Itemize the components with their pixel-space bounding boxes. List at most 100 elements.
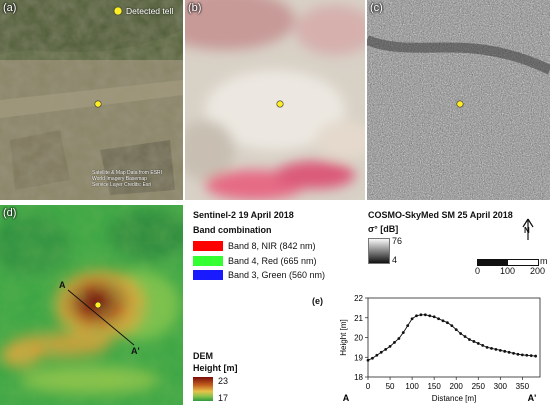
sentinel-image-b (185, 0, 365, 200)
sar-colorbar (368, 238, 390, 264)
x-tick-label: 250 (472, 382, 486, 391)
profile-point (525, 353, 529, 357)
profile-point (397, 337, 401, 340)
profile-point (512, 351, 515, 355)
dem-subtitle: Height [m] (193, 363, 238, 373)
profile-point (490, 346, 493, 350)
profile-point (534, 354, 537, 358)
scale-bar (477, 259, 539, 266)
dem-colorbar (193, 377, 213, 401)
elevation-profile-chart: 0 50 100 150 200 250 300 350 18 19 20 21 22 Distance … (339, 294, 541, 403)
profile-point (485, 345, 489, 349)
y-tick-label: 18 (354, 373, 363, 382)
panel-d-dem: (d) A A' (0, 205, 183, 405)
profile-point (468, 338, 471, 341)
x-tick-label: 100 (405, 382, 419, 391)
scale-tick-0: 0 (475, 266, 481, 276)
profile-point (423, 313, 427, 317)
profile-point (401, 331, 405, 334)
band3-swatch (193, 270, 223, 280)
profile-point (419, 313, 423, 317)
profile-point (441, 319, 445, 323)
tell-legend-label: Detected tell (126, 6, 174, 16)
profile-line (67, 289, 135, 346)
profile-point (379, 350, 383, 354)
sar-scale-max: 76 (392, 236, 403, 246)
y-tick-label: 22 (354, 294, 363, 303)
profile-point (384, 347, 388, 351)
profile-series-line (367, 314, 536, 361)
panel-e-label: (e) (312, 296, 323, 306)
x-tick-label: 50 (386, 382, 395, 391)
satellite-image-a (0, 0, 183, 200)
credit-line: Satellite & Map Data from ESRI (92, 170, 163, 176)
profile-point (454, 328, 458, 331)
panel-a-satellite: (a) Detected tell Satellite & Map Data f… (0, 0, 183, 200)
north-arrow-icon (522, 218, 534, 240)
band8-swatch (193, 241, 223, 251)
sar-scale-min: 4 (392, 255, 398, 265)
panel-b-label: (b) (188, 2, 202, 14)
profile-start-label: A (59, 280, 66, 290)
profile-point (371, 356, 374, 360)
profile-point (481, 344, 485, 347)
panel-b-sentinel: (b) (185, 0, 365, 200)
profile-point (406, 324, 410, 328)
panel-a-label: (a) (3, 2, 17, 14)
dem-scale-min: 17 (218, 393, 229, 403)
x-tick-label: 200 (450, 382, 464, 391)
panel-d-label: (d) (3, 207, 17, 219)
credit-line: World Imagery Basemap (92, 176, 147, 182)
sentinel-title: Sentinel-2 19 April 2018 (193, 210, 294, 220)
band-combination-title: Band combination (193, 225, 272, 235)
credit-line: Service Layer Credits: Esri (92, 182, 152, 188)
scale-tick-100: 100 (500, 266, 516, 276)
profile-point (428, 314, 432, 318)
band4-swatch (193, 256, 223, 266)
profile-point (388, 344, 392, 348)
profile-point (432, 315, 436, 319)
x-tick-label: 0 (366, 382, 371, 391)
basemap-credits: Satellite & Map Data from ESRI World Ima… (92, 170, 162, 188)
dem-image-d (0, 205, 183, 405)
profile-point (529, 354, 533, 358)
profile-point (494, 347, 498, 351)
y-axis-label: Height [m] (339, 319, 348, 355)
cosmo-title: COSMO-SkyMed SM 25 April 2018 (368, 210, 513, 220)
panel-c-label: (c) (370, 2, 383, 14)
y-tick-label: 19 (354, 353, 363, 362)
profile-point (437, 317, 440, 321)
sar-image-c (367, 0, 550, 200)
band3-label: Band 3, Green (560 nm) (228, 270, 326, 280)
north-label: N (524, 226, 530, 235)
scale-tick-200: 200 (530, 266, 546, 276)
profile-point (520, 353, 524, 357)
profile-point (410, 317, 414, 321)
x-axis-label: Distance [m] (432, 394, 476, 403)
sigma-label: σ° [dB] (368, 224, 399, 234)
x-tick-label: 150 (427, 382, 441, 391)
plot-frame (367, 297, 541, 378)
dem-title: DEM (193, 351, 213, 361)
profile-point (393, 341, 396, 344)
profile-point (507, 350, 511, 354)
y-tick-label: 21 (354, 314, 363, 323)
profile-point (450, 324, 454, 328)
profile-point (498, 348, 502, 352)
profile-point (472, 340, 476, 343)
band8-label: Band 8, NIR (842 nm) (228, 241, 316, 251)
x-tick-label: 350 (516, 382, 530, 391)
profile-point (415, 314, 418, 318)
tell-marker-legend-icon (113, 6, 123, 16)
profile-end-label: A' (131, 346, 140, 356)
profile-end-marker: A' (528, 393, 537, 403)
panel-c-sar: (c) (367, 0, 550, 200)
y-tick-label: 20 (354, 334, 363, 343)
scale-unit: m (540, 256, 548, 266)
band4-label: Band 4, Red (665 nm) (228, 256, 317, 266)
profile-point (463, 335, 467, 338)
profile-point (375, 353, 379, 357)
profile-point (445, 321, 449, 325)
profile-point (366, 358, 370, 362)
profile-point (503, 349, 507, 353)
